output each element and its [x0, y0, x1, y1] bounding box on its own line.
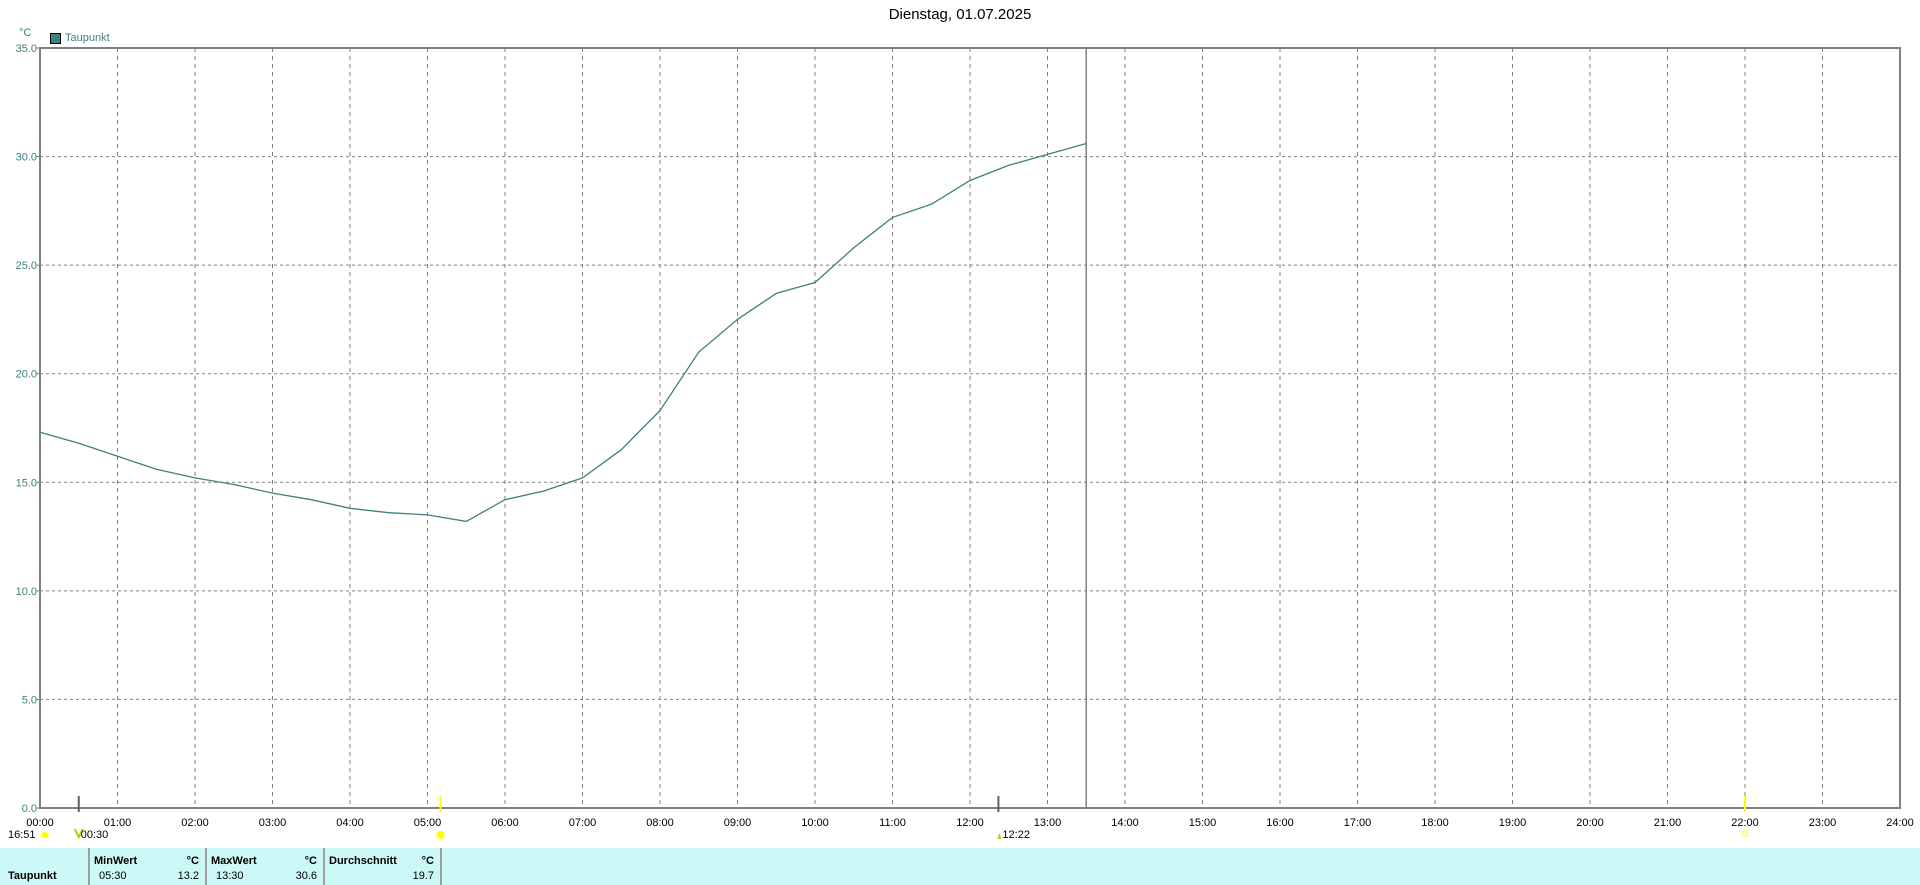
avg-header: Durchschnitt [329, 855, 397, 867]
x-tick-label: 13:00 [1034, 817, 1062, 829]
x-tick-label: 08:00 [646, 817, 674, 829]
x-tick-label: 02:00 [181, 817, 209, 829]
min-header: MinWert [94, 855, 138, 867]
legend-label: Taupunkt [65, 32, 110, 44]
min-value: 13.2 [177, 870, 199, 882]
x-tick-label: 12:00 [956, 817, 984, 829]
x-tick-label: 21:00 [1654, 817, 1682, 829]
series-line-taupunkt [39, 142, 1087, 523]
sunrise-sun-icon [436, 831, 445, 839]
max-time: 13:30 [216, 870, 244, 882]
x-tick-label: 18:00 [1421, 817, 1449, 829]
legend-swatch [50, 32, 61, 44]
x-tick-label: 23:00 [1809, 817, 1837, 829]
max-unit: °C [304, 855, 317, 867]
moon-event-icon [997, 833, 1002, 839]
y-tick-label: 10.0 [16, 586, 37, 598]
x-tick-label: 17:00 [1344, 817, 1372, 829]
x-tick-label: 09:00 [724, 817, 752, 829]
max-header: MaxWert [211, 855, 257, 867]
x-tick-label: 03:00 [259, 817, 287, 829]
plot-frame [39, 47, 1901, 809]
x-tick-label: 16:00 [1266, 817, 1294, 829]
stats-table: Taupunkt MinWert °C 05:30 13.2 MaxWert °… [0, 848, 1920, 885]
moon-icon [41, 832, 49, 838]
moonset-time-label: 00:30 [81, 829, 109, 841]
stats-avg-cell: Durchschnitt °C 19.7 [325, 848, 442, 885]
x-tick-label: 24:00 [1886, 817, 1914, 829]
x-tick-label: 22:00 [1731, 817, 1759, 829]
x-tick-label: 10:00 [801, 817, 829, 829]
moonrise-time-label: 16:51 [8, 829, 36, 841]
x-tick-label: 15:00 [1189, 817, 1217, 829]
x-tick-label: 19:00 [1499, 817, 1527, 829]
x-tick-label: 20:00 [1576, 817, 1604, 829]
y-tick-label: 5.0 [22, 694, 37, 706]
x-tick-label: 14:00 [1111, 817, 1139, 829]
y-tick-label: 30.0 [16, 152, 37, 164]
x-tick-label: 05:00 [414, 817, 442, 829]
avg-unit: °C [421, 855, 434, 867]
min-unit: °C [186, 855, 199, 867]
max-value: 30.6 [295, 870, 317, 882]
x-tick-label: 04:00 [336, 817, 364, 829]
stats-max-cell: MaxWert °C 13:30 30.6 [207, 848, 325, 885]
moon-event-time-label: 12:22 [1002, 829, 1030, 841]
y-tick-label: 15.0 [16, 477, 37, 489]
x-tick-label: 00:00 [26, 817, 54, 829]
legend: Taupunkt [50, 32, 110, 44]
x-tick-label: 06:00 [491, 817, 519, 829]
y-tick-label: 25.0 [16, 260, 37, 272]
y-tick-label: 0.0 [22, 803, 37, 815]
y-tick-label: 35.0 [16, 43, 37, 55]
dewpoint-chart: 0.0 5.0 10.0 15.0 20.0 25.0 30.0 35.0 00:00 01:00… [8, 43, 1914, 841]
stats-min-cell: MinWert °C 05:30 13.2 [90, 848, 207, 885]
x-tick-label: 11:00 [879, 817, 906, 829]
y-tick-label: 20.0 [16, 369, 37, 381]
stats-row-label-cell: Taupunkt [0, 848, 90, 885]
avg-value: 19.7 [412, 870, 434, 882]
y-axis-unit: °C [19, 27, 32, 39]
x-tick-label: 01:00 [104, 817, 132, 829]
stats-row-label: Taupunkt [8, 870, 57, 882]
min-time: 05:30 [99, 870, 127, 882]
sunset-icon [1742, 830, 1748, 837]
x-tick-label: 07:00 [569, 817, 597, 829]
moonset-icon [73, 828, 84, 840]
chart-title: Dienstag, 01.07.2025 [888, 6, 1032, 23]
